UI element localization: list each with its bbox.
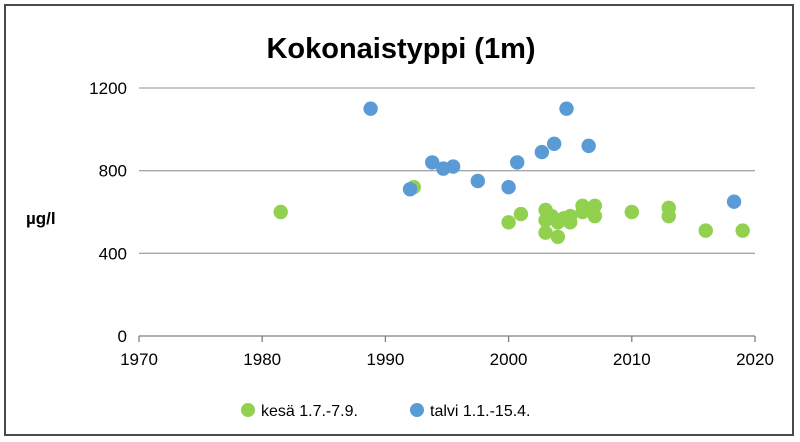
point-talvi bbox=[501, 180, 516, 195]
y-axis-label: µg/l bbox=[26, 209, 56, 228]
y-tick-label: 0 bbox=[118, 327, 127, 346]
x-tick-label: 1980 bbox=[243, 350, 281, 369]
point-kesa bbox=[273, 204, 288, 220]
point-kesa bbox=[550, 229, 566, 244]
legend-label: talvi 1.1.-15.4. bbox=[430, 403, 531, 420]
point-kesa bbox=[575, 204, 590, 220]
legend-marker bbox=[241, 403, 255, 417]
point-kesa bbox=[538, 225, 553, 240]
point-talvi bbox=[470, 173, 485, 189]
point-kesa bbox=[563, 208, 578, 224]
legend-marker bbox=[410, 403, 424, 417]
point-talvi bbox=[445, 159, 461, 174]
data-points bbox=[273, 101, 750, 244]
point-talvi bbox=[510, 155, 525, 170]
point-talvi bbox=[402, 182, 418, 197]
legend: kesä 1.7.-7.9. talvi 1.1.-15.4. bbox=[241, 403, 531, 420]
chart-title: Kokonaistyppi (1m) bbox=[266, 33, 535, 65]
point-kesa bbox=[587, 198, 603, 213]
scatter-chart: Kokonaistyppi (1m) µg/l 0 400 800 1200 1970… bbox=[26, 33, 774, 420]
point-talvi bbox=[425, 155, 440, 170]
chart-frame: Kokonaistyppi (1m) µg/l 0 400 800 1200 1970… bbox=[4, 4, 794, 436]
point-talvi bbox=[363, 101, 378, 116]
x-tick-label: 2020 bbox=[736, 350, 774, 369]
point-talvi bbox=[546, 136, 562, 151]
point-kesa bbox=[698, 223, 713, 238]
x-tick-label: 2010 bbox=[613, 350, 651, 369]
point-kesa bbox=[661, 208, 676, 224]
x-tick-label: 2000 bbox=[490, 350, 528, 369]
x-tick-label: 1990 bbox=[366, 350, 404, 369]
y-tick-label: 800 bbox=[99, 162, 127, 181]
y-tick-labels: 0 400 800 1200 bbox=[89, 79, 127, 346]
point-talvi bbox=[534, 144, 550, 160]
axes bbox=[138, 335, 756, 342]
legend-label: kesä 1.7.-7.9. bbox=[261, 403, 358, 420]
point-kesa bbox=[735, 223, 750, 238]
x-tick-labels: 1970 1980 1990 2000 2010 2020 bbox=[120, 350, 774, 369]
point-kesa bbox=[501, 215, 516, 230]
point-kesa bbox=[513, 206, 529, 222]
point-talvi bbox=[581, 138, 596, 154]
y-tick-label: 1200 bbox=[89, 79, 127, 98]
point-talvi bbox=[559, 101, 574, 116]
point-kesa bbox=[587, 208, 603, 224]
x-tick-label: 1970 bbox=[120, 350, 158, 369]
point-kesa bbox=[624, 204, 639, 220]
y-tick-label: 400 bbox=[99, 244, 127, 263]
point-talvi bbox=[726, 194, 742, 209]
